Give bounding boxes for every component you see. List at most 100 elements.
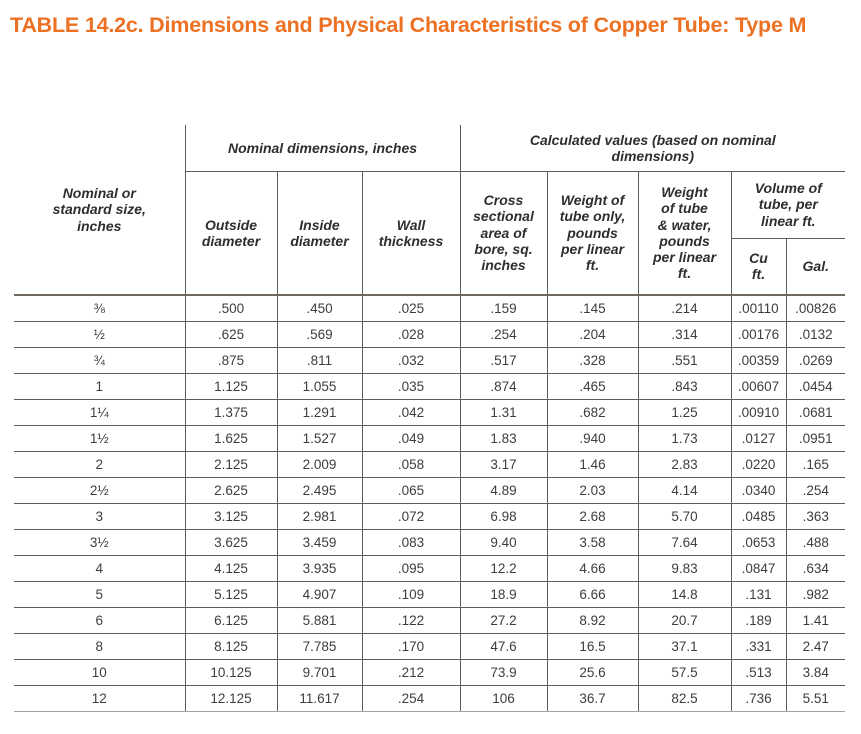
table-row: 1 1.125 1.055.035.874.465.843.00607.0454 [14, 373, 846, 400]
header-group-row: Nominal or standard size, inches Nominal… [14, 125, 846, 296]
table-cell: 6 [14, 607, 186, 634]
table-cell: .042 [362, 399, 461, 426]
table-row: 5 5.125 4.907.109 18.9 6.66 14.8.131.982 [14, 581, 846, 608]
table-cell: 1.83 [460, 425, 548, 452]
table-cell: .682 [547, 399, 639, 426]
table-cell: .095 [362, 555, 461, 582]
table-cell: 1.375 [185, 399, 278, 426]
table-cell: .049 [362, 425, 461, 452]
table-row: 2 2.125 2.009.058 3.17 1.46 2.83.0220.165 [14, 451, 846, 478]
table-cell: 3.125 [185, 503, 278, 530]
table-cell: .331 [731, 633, 787, 660]
table-cell: ⅜ [14, 295, 186, 322]
table-cell: 4.907 [277, 581, 363, 608]
table-cell: 8 [14, 633, 186, 660]
table-cell: .00826 [786, 295, 846, 322]
table-cell: .00110 [731, 295, 787, 322]
table-cell: 1.46 [547, 451, 639, 478]
table-cell: 4.125 [185, 555, 278, 582]
table-cell: .072 [362, 503, 461, 530]
table-cell: .517 [460, 347, 548, 374]
table-cell: 4 [14, 555, 186, 582]
table-cell: 27.2 [460, 607, 548, 634]
table-cell: 1.73 [638, 425, 732, 452]
table-cell: 3.17 [460, 451, 548, 478]
table-cell: .204 [547, 321, 639, 348]
table-cell: 47.6 [460, 633, 548, 660]
table-cell: 57.5 [638, 659, 732, 686]
table-body: ⅜ .500.450.025.159.145.214.00110.00826 ½ .6… [14, 295, 846, 712]
table-cell: 1 [14, 373, 186, 400]
table-cell: .00176 [731, 321, 787, 348]
table-cell: .058 [362, 451, 461, 478]
table-cell: .513 [731, 659, 787, 686]
table-cell: 3½ [14, 529, 186, 556]
table-row: 4 4.125 3.935.095 12.2 4.66 9.83.0847.634 [14, 555, 846, 582]
table-cell: .625 [185, 321, 278, 348]
copper-tube-table: Nominal or standard size, inches Nominal… [14, 125, 846, 712]
table-cell: 1.25 [638, 399, 732, 426]
table-cell: 9.40 [460, 529, 548, 556]
table-cell: 1.291 [277, 399, 363, 426]
table-cell: .0220 [731, 451, 787, 478]
table-cell: 1¼ [14, 399, 186, 426]
table-cell: .025 [362, 295, 461, 322]
table-cell: .254 [362, 685, 461, 712]
table-cell: 12 [14, 685, 186, 712]
header-volume-of-tube: Volume of tube, per linear ft. [731, 171, 846, 239]
header-volume-subrow: Cu ft. Gal. [14, 238, 846, 296]
header-weight-tube-water: Weight of tube & water, pounds per linea… [638, 171, 732, 296]
table-cell: 37.1 [638, 633, 732, 660]
table-cell: .122 [362, 607, 461, 634]
table-cell: .170 [362, 633, 461, 660]
table-cell: .032 [362, 347, 461, 374]
table-cell: .109 [362, 581, 461, 608]
table-cell: 12.125 [185, 685, 278, 712]
table-cell: .145 [547, 295, 639, 322]
table-cell: 3.935 [277, 555, 363, 582]
table-cell: 3.625 [185, 529, 278, 556]
table-cell: 5.881 [277, 607, 363, 634]
table-cell: .0269 [786, 347, 846, 374]
header-group-calculated-values: Calculated values (based on nominal dime… [460, 125, 846, 172]
table-cell: 2.495 [277, 477, 363, 504]
table-cell: 7.64 [638, 529, 732, 556]
table-cell: 6.98 [460, 503, 548, 530]
table-cell: 4.14 [638, 477, 732, 504]
table-cell: .0653 [731, 529, 787, 556]
table-cell: .065 [362, 477, 461, 504]
table-cell: .254 [460, 321, 548, 348]
table-cell: 8.92 [547, 607, 639, 634]
table-row: 1¼ 1.375 1.291.042 1.31.682 1.25.00910.0681 [14, 399, 846, 426]
table-cell: 4.66 [547, 555, 639, 582]
table-cell: .450 [277, 295, 363, 322]
table-cell: 25.6 [547, 659, 639, 686]
table-cell: 20.7 [638, 607, 732, 634]
table-cell: 9.83 [638, 555, 732, 582]
table-cell: .940 [547, 425, 639, 452]
header-gal: Gal. [786, 238, 846, 296]
table-cell: .0340 [731, 477, 787, 504]
table-cell: 73.9 [460, 659, 548, 686]
header-nominal-standard-size: Nominal or standard size, inches [14, 125, 186, 296]
table-cell: .634 [786, 555, 846, 582]
table-cell: .551 [638, 347, 732, 374]
table-cell: 2.83 [638, 451, 732, 478]
table-cell: ½ [14, 321, 186, 348]
table-cell: .0454 [786, 373, 846, 400]
table-cell: 2.03 [547, 477, 639, 504]
header-weight-tube-only: Weight of tube only, pounds per linear f… [547, 171, 639, 296]
table-cell: 3.84 [786, 659, 846, 686]
table-cell: .500 [185, 295, 278, 322]
table-row: ½ .625.569.028.254.204.314.00176.0132 [14, 321, 846, 348]
table-row: 2½ 2.625 2.495.065 4.89 2.03 4.14.0340.254 [14, 477, 846, 504]
table-cell: 2.981 [277, 503, 363, 530]
table-cell: 1½ [14, 425, 186, 452]
table-cell: .165 [786, 451, 846, 478]
table-cell: .212 [362, 659, 461, 686]
table-cell: 5.70 [638, 503, 732, 530]
table-cell: 5 [14, 581, 186, 608]
table-cell: 3 [14, 503, 186, 530]
table-cell: 14.8 [638, 581, 732, 608]
header-group-nominal-dimensions: Nominal dimensions, inches [185, 125, 461, 172]
